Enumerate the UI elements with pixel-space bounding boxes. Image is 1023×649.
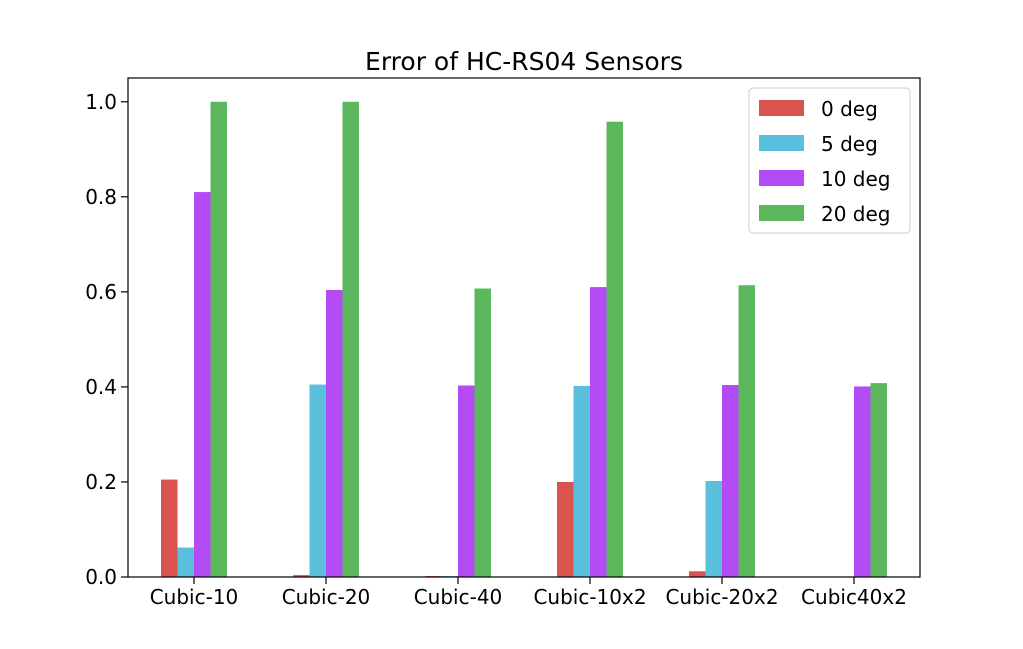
- x-tick-label: Cubic-20: [282, 585, 371, 609]
- legend-label-10-deg: 10 deg: [821, 167, 891, 191]
- bar-cubic-20-20-deg: [342, 101, 359, 577]
- bar-cubic-20-10-deg: [326, 289, 343, 577]
- bar-cubic-10-20-deg: [210, 101, 227, 577]
- bar-cubic-40-10-deg: [458, 385, 475, 577]
- legend-swatch-5-deg: [759, 135, 804, 151]
- legend-swatch-0-deg: [759, 100, 804, 116]
- legend-swatch-10-deg: [759, 170, 804, 186]
- bar-cubic-10-10-deg: [194, 192, 211, 577]
- legend-swatch-20-deg: [759, 205, 804, 221]
- bar-cubic-10x2-10-deg: [590, 287, 607, 577]
- bars-layer: [161, 101, 887, 577]
- bar-cubic-20x2-10-deg: [722, 385, 739, 577]
- bar-cubic-10x2-5-deg: [573, 385, 590, 577]
- bar-cubic-20-5-deg: [309, 384, 326, 577]
- y-tick-label: 0.8: [85, 185, 117, 209]
- bar-cubic40x2-20-deg: [870, 383, 887, 577]
- x-axis: Cubic-10 Cubic-20 Cubic-40 Cubic-10x2 Cubic-…: [150, 577, 907, 609]
- bar-cubic-40-20-deg: [474, 288, 491, 577]
- y-tick-label: 1.0: [85, 90, 117, 114]
- y-tick-label: 0.6: [85, 280, 117, 304]
- bar-cubic-20x2-0-deg: [689, 571, 706, 577]
- y-axis: 0.0 0.2 0.4 0.6 0.8 1.0: [85, 90, 128, 589]
- legend-label-0-deg: 0 deg: [821, 97, 878, 121]
- legend-label-20-deg: 20 deg: [821, 202, 891, 226]
- bar-cubic-20-0-deg: [293, 575, 310, 577]
- y-tick-label: 0.0: [85, 565, 117, 589]
- bar-cubic-10x2-20-deg: [606, 121, 623, 577]
- y-tick-label: 0.2: [85, 470, 117, 494]
- x-tick-label: Cubic-10x2: [533, 585, 646, 609]
- chart-title: Error of HC-RS04 Sensors: [365, 47, 683, 76]
- bar-cubic-10-5-deg: [177, 547, 194, 577]
- bar-cubic-10-0-deg: [161, 479, 178, 577]
- legend: 0 deg 5 deg 10 deg 20 deg: [748, 87, 911, 234]
- bar-cubic40x2-10-deg: [854, 386, 871, 577]
- x-tick-label: Cubic-10: [150, 585, 239, 609]
- bar-cubic-10x2-0-deg: [557, 481, 574, 577]
- plot-frame: [127, 77, 921, 578]
- x-tick-label: Cubic-20x2: [665, 585, 778, 609]
- legend-label-5-deg: 5 deg: [821, 132, 878, 156]
- legend-box: [748, 87, 911, 234]
- x-tick-label: Cubic-40: [414, 585, 503, 609]
- bar-cubic-20x2-20-deg: [738, 285, 755, 577]
- x-tick-label: Cubic40x2: [801, 585, 907, 609]
- bar-cubic-20x2-5-deg: [705, 481, 722, 577]
- y-tick-label: 0.4: [85, 375, 117, 399]
